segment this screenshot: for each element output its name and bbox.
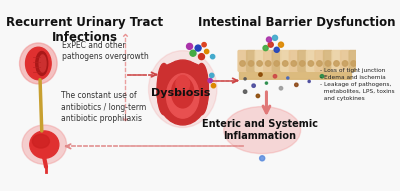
Circle shape: [210, 54, 215, 59]
FancyBboxPatch shape: [332, 50, 341, 71]
Circle shape: [317, 61, 322, 66]
Ellipse shape: [148, 51, 217, 128]
Circle shape: [244, 78, 246, 80]
Ellipse shape: [160, 62, 205, 86]
Circle shape: [208, 79, 212, 83]
Circle shape: [260, 156, 265, 161]
Circle shape: [204, 49, 209, 54]
Ellipse shape: [36, 52, 48, 75]
Circle shape: [274, 61, 280, 66]
Text: Enteric and Systemic
Inflammation: Enteric and Systemic Inflammation: [202, 119, 318, 141]
FancyBboxPatch shape: [341, 50, 350, 71]
Ellipse shape: [20, 43, 57, 84]
Text: Intestinal Barrier Dysfunction: Intestinal Barrier Dysfunction: [198, 16, 395, 29]
Circle shape: [308, 80, 310, 83]
Circle shape: [198, 54, 204, 60]
Ellipse shape: [195, 63, 208, 115]
Circle shape: [351, 61, 356, 66]
Circle shape: [320, 74, 324, 78]
Circle shape: [190, 50, 196, 56]
Text: The constant use of
antibiotics / long-term
antibiotic prophilaxis: The constant use of antibiotics / long-t…: [60, 91, 146, 123]
Circle shape: [300, 61, 305, 66]
Circle shape: [291, 61, 296, 66]
Circle shape: [259, 73, 262, 76]
Ellipse shape: [32, 134, 50, 148]
Circle shape: [266, 61, 271, 66]
Circle shape: [342, 61, 348, 66]
FancyBboxPatch shape: [349, 50, 358, 71]
Ellipse shape: [166, 74, 199, 118]
Circle shape: [195, 45, 201, 51]
Ellipse shape: [176, 75, 190, 92]
Circle shape: [273, 74, 277, 78]
Circle shape: [256, 94, 260, 98]
Circle shape: [210, 73, 214, 78]
Circle shape: [272, 35, 278, 40]
Circle shape: [268, 42, 273, 47]
Circle shape: [240, 61, 245, 66]
Circle shape: [263, 45, 268, 51]
Circle shape: [287, 77, 289, 79]
Circle shape: [279, 87, 283, 90]
Ellipse shape: [224, 107, 301, 154]
Circle shape: [274, 47, 279, 52]
FancyBboxPatch shape: [240, 67, 352, 79]
Circle shape: [334, 61, 339, 66]
Circle shape: [325, 61, 331, 66]
Circle shape: [295, 83, 298, 87]
FancyBboxPatch shape: [247, 50, 256, 71]
FancyBboxPatch shape: [324, 50, 332, 71]
Circle shape: [202, 43, 206, 47]
Text: ExPEC and other
pathogens overgrowth: ExPEC and other pathogens overgrowth: [62, 41, 149, 61]
Circle shape: [278, 42, 284, 47]
FancyBboxPatch shape: [306, 50, 315, 71]
Ellipse shape: [26, 47, 51, 80]
Circle shape: [265, 82, 268, 84]
Circle shape: [266, 37, 272, 42]
Circle shape: [252, 84, 255, 87]
Circle shape: [308, 61, 314, 66]
FancyBboxPatch shape: [315, 50, 324, 71]
FancyBboxPatch shape: [289, 50, 298, 71]
Ellipse shape: [22, 125, 66, 164]
Circle shape: [248, 61, 254, 66]
Text: - Loss of tight junction
- Edema and ischemia
- Leakage of pathogens,
  metaboli: - Loss of tight junction - Edema and isc…: [320, 68, 395, 101]
Circle shape: [186, 43, 192, 49]
FancyBboxPatch shape: [264, 50, 272, 71]
Circle shape: [282, 61, 288, 66]
Ellipse shape: [39, 55, 46, 72]
Ellipse shape: [30, 131, 59, 158]
FancyBboxPatch shape: [238, 50, 247, 71]
Circle shape: [211, 83, 216, 88]
Circle shape: [243, 90, 247, 93]
Text: Dysbiosis: Dysbiosis: [151, 87, 211, 98]
FancyBboxPatch shape: [272, 50, 281, 71]
Ellipse shape: [157, 63, 171, 115]
FancyBboxPatch shape: [281, 50, 290, 71]
Ellipse shape: [172, 77, 194, 108]
Circle shape: [257, 61, 262, 66]
Text: Recurrent Urinary Tract
Infections: Recurrent Urinary Tract Infections: [6, 16, 163, 45]
Ellipse shape: [157, 60, 208, 125]
FancyBboxPatch shape: [298, 50, 307, 71]
FancyBboxPatch shape: [255, 50, 264, 71]
